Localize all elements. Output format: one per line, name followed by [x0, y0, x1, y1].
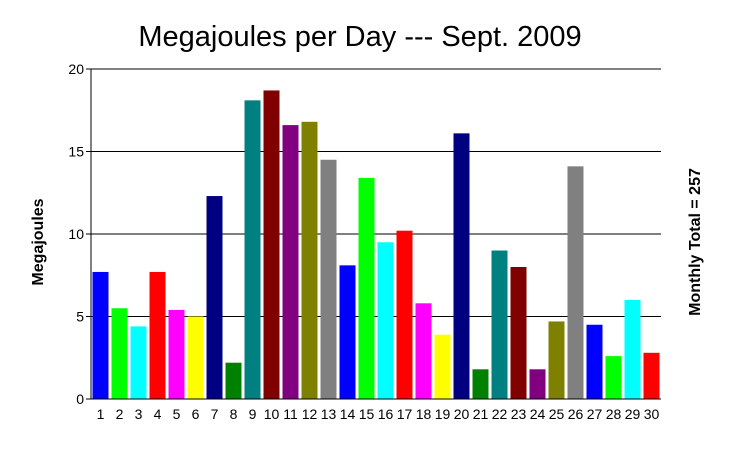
x-tick-label: 21 — [473, 406, 489, 422]
bar-day-18 — [415, 303, 432, 399]
monthly-total-label: Monthly Total = 257 — [687, 168, 704, 316]
x-tick-label: 27 — [587, 406, 603, 422]
bar-day-30 — [643, 352, 660, 399]
y-tick-label: 0 — [76, 391, 84, 407]
y-tick-label: 10 — [68, 226, 84, 242]
x-tick-label: 18 — [416, 406, 432, 422]
y-tick-labels: 0 5 10 15 20 — [68, 61, 84, 407]
bar-day-5 — [168, 309, 185, 399]
bar-day-28 — [605, 356, 622, 399]
x-tick-labels: 1 2 3 4 5 6 7 8 9 10 11 12 13 14 15 16 17 18 19 20 21 22 23 24 2… — [97, 406, 660, 422]
bar-day-29 — [624, 300, 641, 399]
x-tick-label: 24 — [530, 406, 546, 422]
bar-day-26 — [567, 166, 584, 399]
bar-day-14 — [339, 265, 356, 399]
x-tick-label: 22 — [492, 406, 508, 422]
x-tick-label: 26 — [568, 406, 584, 422]
bar-day-4 — [149, 271, 166, 399]
bar-day-23 — [510, 267, 527, 399]
bar-day-8 — [225, 362, 242, 399]
x-tick-label: 28 — [606, 406, 622, 422]
y-tick-label: 5 — [76, 309, 84, 325]
x-tick-label: 5 — [173, 406, 181, 422]
x-tick-label: 9 — [249, 406, 257, 422]
x-tick-label: 6 — [192, 406, 200, 422]
bar-day-2 — [111, 308, 128, 399]
x-tick-label: 25 — [549, 406, 565, 422]
y-axis-label: Megajoules — [30, 198, 47, 285]
bar-day-19 — [434, 334, 451, 399]
x-tick-label: 10 — [264, 406, 280, 422]
y-tick-label: 15 — [68, 144, 84, 160]
x-tick-label: 16 — [378, 406, 394, 422]
bar-day-27 — [586, 324, 603, 399]
bar-day-1 — [92, 271, 109, 399]
x-tick-label: 8 — [230, 406, 238, 422]
x-tick-label: 4 — [154, 406, 162, 422]
x-tick-label: 1 — [97, 406, 105, 422]
y-tick-label: 20 — [68, 61, 84, 77]
bar-day-17 — [396, 230, 413, 399]
x-tick-label: 15 — [359, 406, 375, 422]
x-tick-label: 23 — [511, 406, 527, 422]
bar-day-7 — [206, 196, 223, 399]
bar-day-25 — [548, 321, 565, 399]
x-tick-label: 20 — [454, 406, 470, 422]
bar-day-16 — [377, 242, 394, 399]
x-tick-label: 30 — [644, 406, 660, 422]
bar-day-15 — [358, 177, 375, 399]
x-tick-label: 2 — [116, 406, 124, 422]
x-tick-label: 29 — [625, 406, 641, 422]
x-tick-label: 19 — [435, 406, 451, 422]
bar-day-11 — [282, 125, 299, 399]
x-tick-label: 14 — [340, 406, 356, 422]
x-tick-label: 3 — [135, 406, 143, 422]
x-tick-label: 17 — [397, 406, 413, 422]
bars — [92, 90, 660, 400]
bar-day-20 — [453, 133, 470, 399]
bar-day-12 — [301, 121, 318, 400]
x-tick-label: 11 — [283, 406, 298, 422]
bar-day-13 — [320, 159, 337, 399]
x-tick-label: 12 — [302, 406, 318, 422]
bar-day-3 — [130, 326, 147, 399]
x-tick-label: 13 — [321, 406, 337, 422]
x-tick-label: 7 — [211, 406, 219, 422]
bar-day-6 — [187, 316, 204, 399]
bar-day-21 — [472, 369, 489, 399]
bar-day-10 — [263, 90, 280, 399]
bar-day-9 — [244, 100, 261, 399]
chart-title: Megajoules per Day --- Sept. 2009 — [138, 21, 581, 53]
bar-day-22 — [491, 250, 508, 399]
axes — [86, 69, 661, 400]
bar-day-24 — [529, 369, 546, 399]
